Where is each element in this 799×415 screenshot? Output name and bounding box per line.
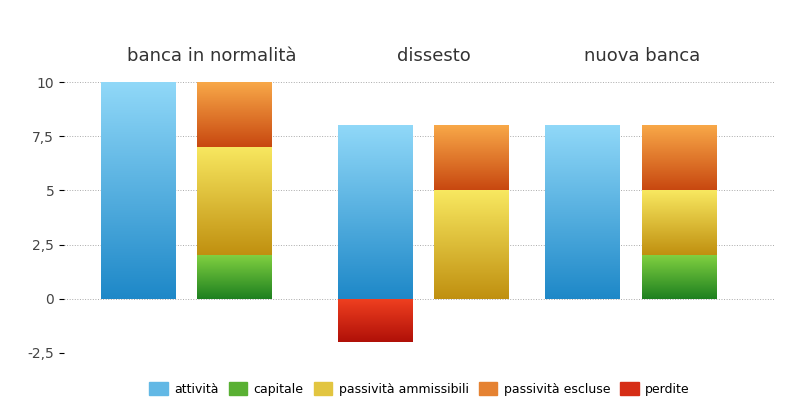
Text: nuova banca: nuova banca bbox=[583, 47, 700, 65]
Text: dissesto: dissesto bbox=[397, 47, 471, 65]
Text: banca in normalità: banca in normalità bbox=[127, 47, 296, 65]
Legend: attività, capitale, passività ammissibili, passività escluse, perdite: attività, capitale, passività ammissibil… bbox=[144, 377, 695, 401]
